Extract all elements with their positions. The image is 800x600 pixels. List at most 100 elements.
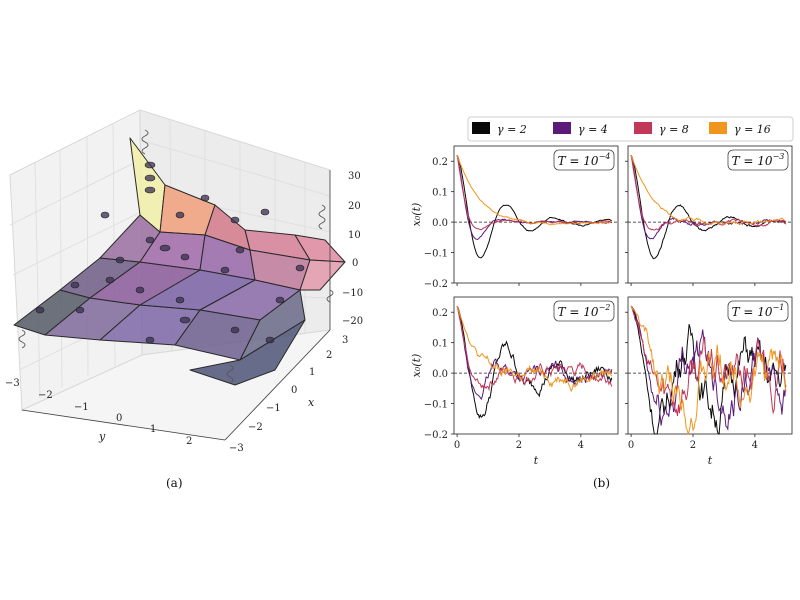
x-tick-label: −3 <box>229 443 244 454</box>
y-tick-label: 1 <box>150 424 156 435</box>
y-tick-label: 0.0 <box>432 218 448 229</box>
series-line <box>456 305 613 393</box>
x-tick-label: 4 <box>752 440 758 451</box>
z-tick-label: 20 <box>348 201 361 212</box>
particle-markers <box>35 161 305 344</box>
subplot: T = 10−3 <box>625 145 793 286</box>
x-axis-label: t <box>534 454 539 467</box>
panel-title-exponent: −4 <box>599 152 611 161</box>
x-tick-label: 0 <box>291 385 297 396</box>
x-tick-label: 4 <box>578 440 584 451</box>
series-line <box>456 305 613 392</box>
x-tick-label: 0 <box>628 440 634 451</box>
particle-marker <box>175 296 185 304</box>
particle-marker <box>200 194 210 202</box>
z-tick-label: 0 <box>352 258 358 269</box>
particle-marker <box>220 266 230 274</box>
legend-label: γ = 8 <box>659 123 689 136</box>
y-tick-label: 0.1 <box>432 188 448 199</box>
series-line <box>630 305 787 416</box>
series-line <box>456 154 612 226</box>
panel-title-exponent: −2 <box>599 303 611 312</box>
series-line <box>630 305 787 435</box>
y-axis-ticks: −3 −2 −1 0 1 2 y <box>5 378 192 447</box>
legend-swatch <box>472 122 490 134</box>
x-axis-label: t <box>708 454 713 467</box>
legend-label: γ = 2 <box>497 123 527 136</box>
particle-marker <box>295 264 305 272</box>
z-tick-label: −10 <box>342 288 363 299</box>
z-tick-label: 30 <box>348 171 361 182</box>
legend-label: γ = 4 <box>578 123 608 136</box>
particle-marker <box>265 336 275 344</box>
particle-marker <box>230 216 240 224</box>
timeseries-panel: γ = 2 γ = 4 γ = 8 γ = 16 0.2 0.1 0.0 −0.1 −0.2 x… <box>410 116 794 490</box>
particle-marker <box>145 336 155 344</box>
panel-title: T = 10−2 <box>558 303 611 319</box>
series-line <box>456 305 613 401</box>
subplot: 0.2 0.1 0.0 −0.1 −0.2 0 2 4 t x₀(t) T = 10−2 <box>410 296 619 467</box>
x-tick-label: −2 <box>248 422 263 433</box>
series-line <box>630 154 787 226</box>
y-axis-label: y <box>98 430 106 443</box>
surface-mesh <box>13 137 346 386</box>
y-tick-label: 0.2 <box>432 157 448 168</box>
y-tick-label: 0.0 <box>432 369 448 380</box>
y-tick-label: −3 <box>5 378 20 389</box>
panel-title: T = 10−4 <box>558 152 611 168</box>
subplots: 0.2 0.1 0.0 −0.1 −0.2 x₀(t) T = 10−4 T = 10−3 0.… <box>410 145 793 467</box>
particle-marker <box>144 186 156 194</box>
series-line <box>630 305 787 436</box>
y-axis-label: x₀(t) <box>410 354 423 378</box>
y-tick-label: 0.2 <box>432 308 448 319</box>
caption-a: (a) <box>166 476 183 490</box>
particle-marker <box>230 326 240 334</box>
caption-b: (b) <box>593 476 610 490</box>
z-tick-label: 10 <box>348 230 361 241</box>
series-line <box>456 154 612 259</box>
spring-icon <box>226 364 234 384</box>
legend: γ = 2 γ = 4 γ = 8 γ = 16 <box>472 122 771 136</box>
legend-swatch <box>634 122 652 134</box>
x-tick-label: 2 <box>516 440 522 451</box>
spring-icon <box>141 129 149 155</box>
surface-patch <box>189 319 306 386</box>
particle-marker <box>135 286 145 294</box>
panel-title-exponent: −1 <box>773 303 785 312</box>
y-tick-label: −0.2 <box>424 430 448 441</box>
particle-marker <box>115 256 125 264</box>
panel-title: T = 10−3 <box>732 152 785 168</box>
particle-marker <box>35 306 45 314</box>
x-axis-ticks: 3 2 1 0 −1 −2 −3 x <box>229 335 348 454</box>
x-tick-label: 0 <box>454 440 460 451</box>
particle-marker <box>180 253 190 261</box>
y-tick-label: −1 <box>74 402 89 413</box>
panel-title-exponent: −3 <box>773 152 785 161</box>
y-tick-label: −0.1 <box>424 249 448 260</box>
subplot: 0.2 0.1 0.0 −0.1 −0.2 x₀(t) T = 10−4 <box>410 145 619 290</box>
surface-3d-panel: 30 20 10 0 −10 −20 3 2 1 0 −1 −2 −3 x −3… <box>5 109 363 490</box>
y-tick-label: −2 <box>38 390 53 401</box>
y-axis-label: x₀(t) <box>410 203 423 227</box>
series-line <box>630 155 787 231</box>
panel-title-box <box>553 149 615 171</box>
z-axis-ticks: 30 20 10 0 −10 −20 <box>342 171 363 327</box>
x-tick-label: 3 <box>342 335 348 346</box>
panel-title: T = 10−1 <box>732 303 785 319</box>
particle-marker <box>179 316 191 324</box>
particle-marker <box>105 276 115 284</box>
particle-marker <box>260 208 270 216</box>
panel-title-box <box>727 149 789 171</box>
panel-title-box <box>553 300 615 322</box>
legend-label: γ = 16 <box>734 123 771 136</box>
x-tick-label: 2 <box>690 440 696 451</box>
y-tick-label: 0.1 <box>432 339 448 350</box>
x-axis-label: x <box>308 396 315 409</box>
axis-lines <box>21 170 331 441</box>
y-tick-label: 0 <box>116 413 122 424</box>
spring-icon <box>18 329 26 349</box>
particle-marker <box>235 246 245 254</box>
subplot: 0 2 4 t T = 10−1 <box>625 296 793 467</box>
y-tick-label: −0.1 <box>424 400 448 411</box>
